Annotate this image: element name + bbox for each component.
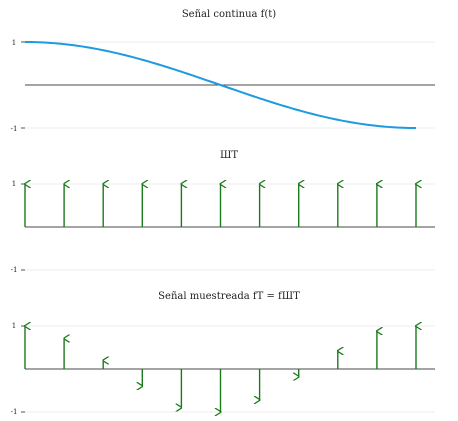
panel-3-title: Señal muestreada fT = fШT: [158, 291, 300, 302]
panel-3-ytick-bottom: -1: [11, 408, 18, 416]
panel-2-ytick-top: 1: [12, 180, 16, 188]
panel-1-ytick-bottom: -1: [11, 125, 18, 133]
panel-1-ytick-top: 1: [12, 39, 16, 47]
panel-2-ytick-bottom: -1: [11, 266, 18, 274]
panel-1-title: Señal continua f(t): [182, 9, 276, 20]
panel-3-ytick-top: 1: [12, 322, 16, 330]
panel-2-title: ШT: [220, 150, 238, 161]
chart-marks: [21, 41, 435, 412]
